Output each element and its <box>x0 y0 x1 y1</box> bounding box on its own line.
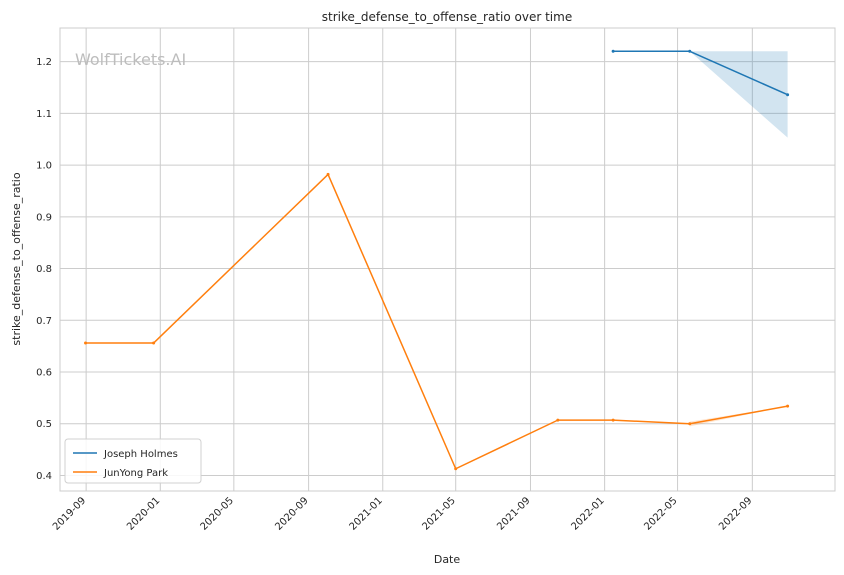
chart-title: strike_defense_to_offense_ratio over tim… <box>322 10 572 24</box>
x-tick-label: 2021-01 <box>348 495 385 532</box>
x-tick-label: 2021-05 <box>420 495 457 532</box>
data-point-junyong-park-6 <box>688 422 692 426</box>
y-tick-label: 0.4 <box>36 471 52 482</box>
y-axis-label: strike_defense_to_offense_ratio <box>10 172 23 345</box>
legend-label-junyong-park: JunYong Park <box>103 468 168 479</box>
x-tick-label: 2019-09 <box>51 495 88 532</box>
data-point-junyong-park-3 <box>454 467 458 471</box>
y-tick-label: 0.9 <box>36 212 52 223</box>
data-point-joseph-holmes-1 <box>688 49 692 53</box>
legend-label-joseph-holmes: Joseph Holmes <box>103 449 178 460</box>
y-axis-ticks: 0.4 0.5 0.6 0.7 0.8 0.9 1.0 1.1 1.2 <box>36 57 52 482</box>
y-tick-label: 1.2 <box>36 57 52 68</box>
x-tick-label: 2020-09 <box>273 495 310 532</box>
data-point-joseph-holmes-0 <box>611 49 615 53</box>
data-point-junyong-park-0 <box>84 341 88 345</box>
y-tick-label: 0.7 <box>36 316 52 327</box>
legend: Joseph Holmes JunYong Park <box>64 438 202 484</box>
x-tick-label: 2022-01 <box>569 495 606 532</box>
data-point-joseph-holmes-2 <box>786 93 790 97</box>
data-point-junyong-park-2 <box>326 172 330 176</box>
series-line-junyong-park <box>84 173 789 470</box>
x-tick-label: 2020-01 <box>125 495 162 532</box>
confidence-band-joseph-holmes <box>689 51 788 138</box>
y-tick-label: 0.6 <box>36 368 52 379</box>
x-axis-label: Date <box>434 553 461 566</box>
data-point-junyong-park-5 <box>611 418 615 422</box>
series-lines <box>84 49 790 471</box>
y-tick-label: 0.8 <box>36 264 52 275</box>
plot-frame <box>59 27 836 492</box>
x-tick-label: 2022-05 <box>642 495 679 532</box>
x-axis-ticks: 2019-09 2020-01 2020-05 2020-09 2021-01 2021-… <box>51 495 755 532</box>
x-tick-label: 2020-05 <box>199 495 236 532</box>
watermark-text: WolfTickets.AI <box>75 50 186 69</box>
y-tick-label: 0.5 <box>36 419 52 430</box>
legend-box <box>64 438 202 484</box>
y-tick-label: 1.1 <box>36 109 52 120</box>
data-point-junyong-park-7 <box>786 404 790 408</box>
data-point-junyong-park-1 <box>152 341 156 345</box>
x-tick-label: 2021-09 <box>495 495 532 532</box>
plot-background <box>60 28 835 491</box>
x-tick-label: 2022-09 <box>717 495 754 532</box>
grid <box>60 28 835 491</box>
y-tick-label: 1.0 <box>36 161 52 172</box>
data-point-junyong-park-4 <box>556 418 560 422</box>
